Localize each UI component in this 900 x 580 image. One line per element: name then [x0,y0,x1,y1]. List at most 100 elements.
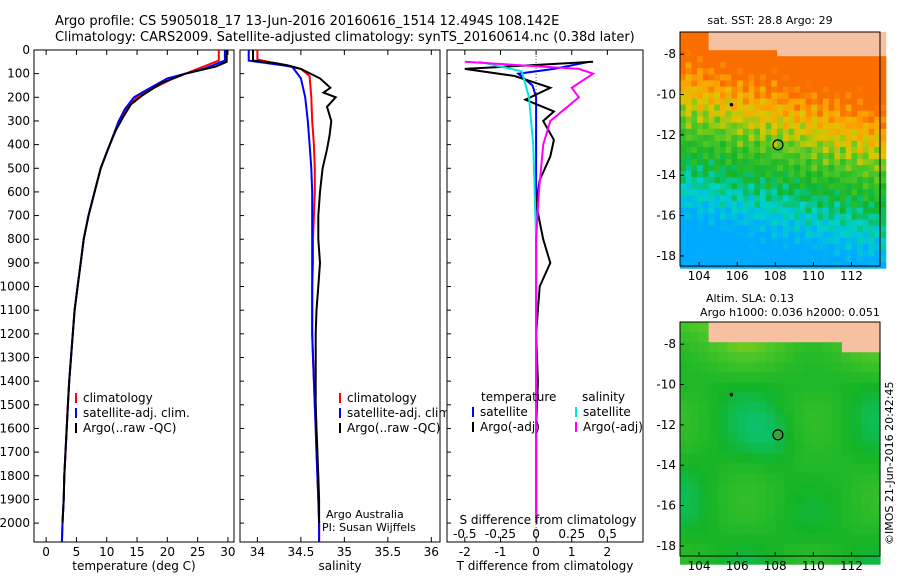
map-cell [822,62,830,69]
map-cell [702,207,710,215]
map-cell [834,128,841,136]
map-cell [811,231,818,239]
map-cell [765,86,772,94]
map-cell [803,322,814,333]
map-cell [714,159,721,166]
map-cell [861,362,872,373]
map-cell [748,92,755,100]
map-cell [714,104,721,112]
map-cell [862,140,870,148]
map-cell [731,159,738,166]
map-cell [702,44,710,51]
map-cell [874,104,881,112]
map-cell [714,50,721,57]
map-cell [756,322,767,333]
legend-label: satellite-adj. clim. [83,406,190,420]
map-cell [760,165,767,172]
map-cell [765,153,772,160]
map-cell [851,68,858,75]
map-cell [803,392,814,404]
map-cell [857,110,864,118]
map-cell [714,74,721,82]
map-cell [868,104,875,112]
map-cell [800,201,807,209]
map-cell [805,134,812,142]
map-cell [851,362,862,373]
map-cell [742,122,750,130]
map-cell [874,237,881,245]
map-cell [851,32,858,39]
map-cell [857,225,864,233]
map-cell [828,56,835,63]
map-cell [811,219,818,227]
map-cell [748,44,755,51]
map-cell [880,56,887,63]
map-cell [699,402,710,414]
map-cell [702,231,710,239]
map-cell [691,38,698,45]
map-cell [714,86,721,94]
nearby-float-dot [729,102,734,107]
map-cell [861,332,872,343]
map-cell [699,332,710,343]
map-cell [689,473,700,484]
map-cell [737,543,748,555]
map-cell [800,183,807,190]
map-cell [697,225,704,233]
map-cell [828,219,835,227]
map-cell [760,86,767,94]
map-cell [880,68,887,75]
map-cell [699,352,710,363]
map-cell [794,249,801,257]
map-cell [794,237,801,245]
map-cell [800,165,807,172]
map-cell [708,493,719,505]
map-cell [685,38,692,45]
map-cell [708,177,715,184]
map-cell [822,262,830,269]
map-cell [691,134,698,142]
map-cell [782,177,790,184]
map-cell [857,243,864,251]
map-cell [822,110,830,118]
map-cell [714,177,721,184]
map-cell [874,225,881,233]
map-cell [708,372,719,384]
map-cell [851,201,858,209]
map-cell [777,38,784,45]
map-cell [714,56,721,63]
map-cell [832,342,843,353]
map-cell [845,98,852,106]
map-cell [840,134,847,142]
map-cell [880,159,887,166]
map-cell [840,237,847,245]
map-cell [817,189,824,196]
map-cell [708,262,715,269]
map-cell [841,493,852,505]
map-cell [708,382,719,394]
map-cell [794,116,801,124]
map-cell [841,322,852,333]
map-cell [725,262,732,269]
map-cell [813,382,824,394]
map-cell [685,171,692,178]
map-cell [817,50,824,57]
map-cell [697,44,704,51]
map-cell [777,86,784,94]
map-cell [765,195,772,203]
map-cell [832,372,843,384]
map-cell [754,249,761,257]
map-cell [870,362,881,373]
map-cell [720,128,727,136]
map-cell [870,503,881,515]
map-cell [857,116,864,124]
map-cell [845,104,852,112]
map-cell [765,513,776,525]
map-cell [800,80,807,88]
map-cell [731,62,738,69]
map-cell [760,134,767,142]
map-cell [680,453,691,464]
map-cell [760,56,767,63]
map-cell [714,225,721,233]
map-cell [832,422,843,434]
